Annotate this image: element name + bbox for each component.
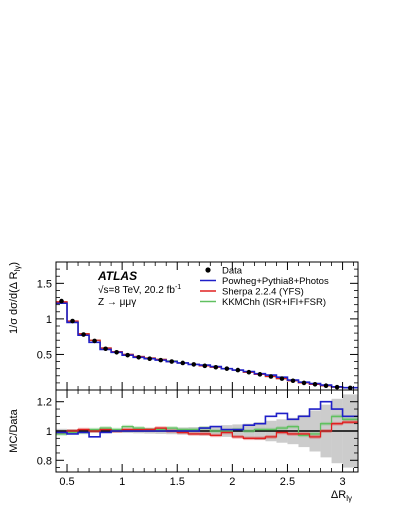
data-point	[59, 298, 64, 304]
legend-label: Powheg+Pythia8+Photos	[222, 276, 329, 287]
data-point	[81, 332, 86, 337]
x-tick-label: 1	[119, 476, 125, 488]
energy-label-sup: -1	[175, 284, 181, 291]
data-point	[158, 357, 164, 363]
ratio-y-ticks: 0.8 1 1.2	[37, 397, 358, 469]
x-axis-label-sub: lγ	[346, 494, 352, 503]
main-y-axis-label-close: )	[8, 262, 20, 266]
data-point	[347, 385, 353, 390]
data-point	[125, 352, 130, 358]
main-y-axis-label-sub: lγ	[13, 266, 22, 272]
legend-label: KKMChh (ISR+IFI+FSR)	[222, 297, 326, 308]
energy-luminosity-label: √s=8 TeV, 20.2 fb-1	[98, 284, 181, 296]
ratio-x-ticks: 0.5 1 1.5 2 2.5 3	[55, 390, 354, 488]
data-point	[279, 376, 285, 381]
data-point	[290, 378, 296, 384]
ratio-y-tick-label: 1.2	[37, 397, 52, 409]
data-point	[213, 364, 219, 370]
x-axis-label-text: ΔR	[331, 489, 346, 501]
main-series-line-1	[56, 302, 358, 389]
main-panel: 0.5 1 1.5 1/σ dσ/d(Δ Rlγ) ATLAS √s=8 TeV, …	[8, 261, 359, 391]
x-tick-label: 1.5	[170, 476, 185, 488]
main-y-tick-label: 1	[46, 314, 52, 326]
main-y-ticks: 0.5 1 1.5	[37, 268, 358, 384]
experiment-label: ATLAS	[97, 269, 137, 283]
main-y-tick-label: 0.5	[37, 349, 52, 361]
ratio-y-axis-label: MC/Data	[8, 408, 20, 452]
main-series-line-2	[56, 301, 358, 389]
ratio-panel: 0.8 1 1.2 0.5 1 1.5 2 2.5 3 MC/Data ΔRlγ	[8, 389, 359, 503]
data-point	[70, 318, 75, 324]
main-y-axis-label-text: 1/σ dσ/d(Δ R	[8, 271, 20, 334]
ratio-plot-content	[56, 394, 358, 468]
x-tick-label: 2	[229, 476, 235, 488]
main-y-axis-label: 1/σ dσ/d(Δ Rlγ)	[8, 262, 22, 334]
main-x-ticks	[55, 262, 354, 390]
main-plot-content	[56, 298, 358, 390]
data-point	[312, 382, 318, 387]
x-tick-label: 2.5	[280, 476, 295, 488]
ratio-series-line-1	[56, 400, 358, 438]
data-point	[268, 374, 274, 379]
legend-label: Data	[222, 266, 243, 277]
data-point	[257, 372, 263, 377]
data-point	[103, 346, 108, 352]
data-point	[169, 359, 175, 364]
data-point	[323, 383, 329, 389]
main-series-line-3	[56, 301, 358, 389]
data-point	[246, 369, 252, 375]
ratio-x-axis-label: ΔRlγ	[331, 489, 352, 503]
data-point	[224, 366, 230, 371]
data-point	[180, 360, 186, 366]
legend-label: Sherpa 2.2.4 (YFS)	[222, 287, 304, 298]
data-point	[147, 356, 152, 362]
data-point	[136, 354, 141, 360]
energy-label-text: √s=8 TeV, 20.2 fb	[98, 284, 175, 296]
data-point	[301, 380, 307, 386]
x-tick-label: 0.5	[59, 476, 74, 488]
data-point	[92, 338, 97, 344]
main-y-tick-label: 1.5	[37, 278, 52, 290]
process-label: Z → μμγ	[98, 297, 136, 308]
ratio-y-tick-label: 1	[46, 426, 52, 438]
ratio-series-line-2	[56, 421, 358, 439]
legend-marker-dot	[205, 267, 211, 273]
data-point	[202, 363, 208, 369]
x-tick-label: 3	[340, 476, 346, 488]
ratio-y-tick-label: 0.8	[37, 455, 52, 467]
data-point	[334, 384, 340, 390]
data-point	[235, 367, 241, 373]
data-point	[114, 350, 119, 355]
data-point	[191, 362, 197, 367]
